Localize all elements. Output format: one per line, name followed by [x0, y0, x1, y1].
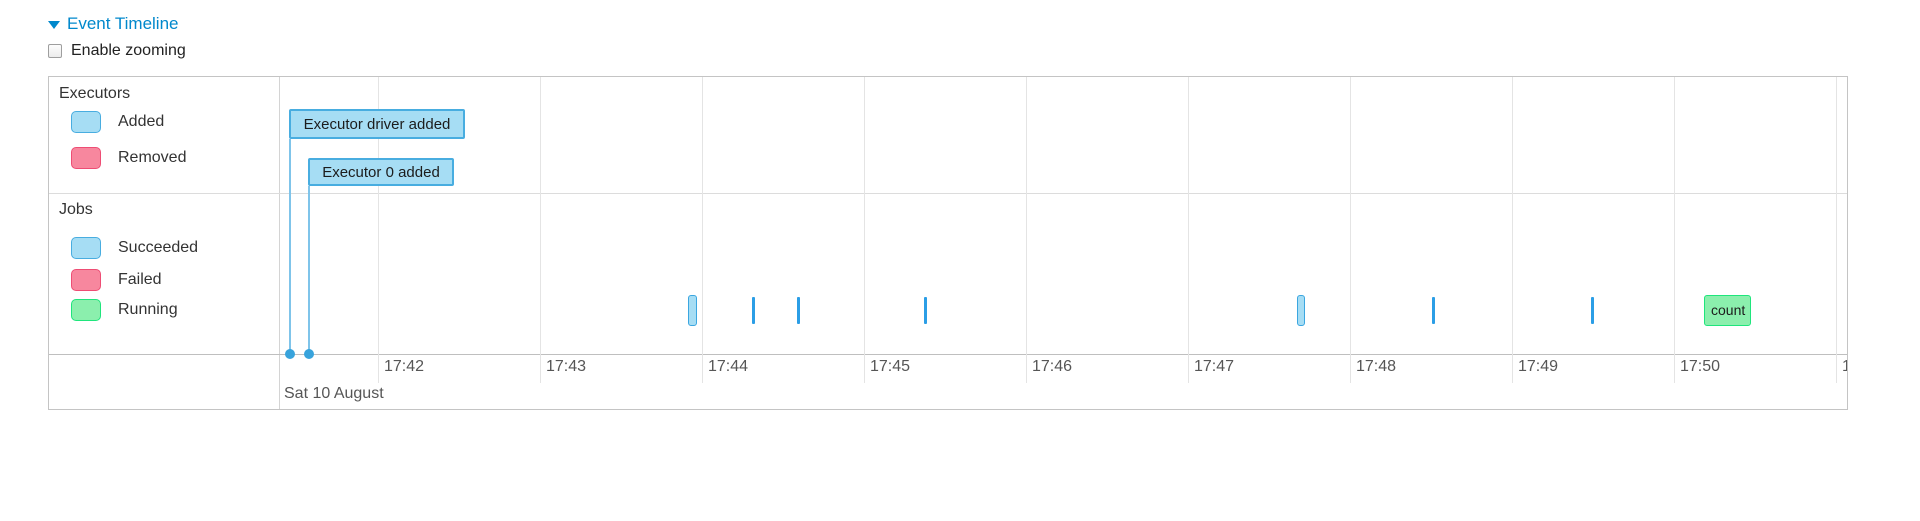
- pink-swatch-icon: [71, 147, 101, 169]
- timeline-item-job-succeeded[interactable]: [924, 297, 927, 324]
- time-gridline: [1512, 77, 1513, 383]
- axis-tick-label: 17:50: [1680, 358, 1721, 375]
- legend-item-label: Failed: [118, 271, 162, 288]
- legend-divider: [279, 77, 280, 409]
- time-gridline: [1836, 77, 1837, 383]
- time-gridline: [540, 77, 541, 383]
- timeline-item-job-succeeded[interactable]: [1591, 297, 1594, 324]
- axis-tick-label: 17:47: [1194, 358, 1235, 375]
- timeline-item-job-succeeded[interactable]: [1432, 297, 1435, 324]
- axis-tick-label: 17:43: [546, 358, 587, 375]
- time-gridline: [864, 77, 865, 383]
- legend-section-title: Jobs: [59, 201, 93, 218]
- time-gridline: [1674, 77, 1675, 383]
- legend-item-added: Added: [71, 111, 164, 133]
- legend-item-succeeded: Succeeded: [71, 237, 198, 259]
- legend-section-title: Executors: [59, 85, 131, 102]
- executors-jobs-divider: [49, 193, 1847, 194]
- timeline-item-job-succeeded[interactable]: [797, 297, 800, 324]
- time-gridline: [702, 77, 703, 383]
- timeline-item-job-succeeded[interactable]: [1297, 295, 1305, 326]
- axis-tick-label: 17:49: [1518, 358, 1559, 375]
- executor-event-dot: [285, 349, 295, 359]
- enable-zooming-checkbox[interactable]: [48, 44, 62, 58]
- axis-date-label: Sat 10 August: [284, 385, 384, 402]
- axis-tick-label: 17:42: [384, 358, 425, 375]
- executor-event-stem: [289, 139, 291, 354]
- time-gridline: [1188, 77, 1189, 383]
- legend-item-failed: Failed: [71, 269, 162, 291]
- timeline-item-executor[interactable]: Executor driver added: [289, 109, 465, 139]
- event-timeline-chart: 17:42 17:43 17:44 17:45 17:46 17:47 17:48 17:49…: [48, 76, 1848, 410]
- legend-item-removed: Removed: [71, 147, 186, 169]
- time-gridline: [1350, 77, 1351, 383]
- axis-tick-label: 17:51: [1842, 358, 1847, 376]
- axis-tick-label: 17:44: [708, 358, 749, 375]
- time-axis-line: [49, 354, 1847, 355]
- timeline-item-job-running[interactable]: count: [1704, 295, 1751, 326]
- legend-item-label: Succeeded: [118, 239, 199, 256]
- event-timeline-toggle[interactable]: Event Timeline: [48, 14, 179, 34]
- collapse-caret-icon: [48, 21, 60, 29]
- time-gridline: [378, 77, 379, 383]
- event-timeline-title: Event Timeline: [67, 14, 179, 33]
- legend-item-running: Running: [71, 299, 178, 321]
- legend-item-label: Added: [118, 113, 165, 130]
- timeline-item-job-succeeded[interactable]: [688, 295, 697, 326]
- timeline-item-job-succeeded[interactable]: [752, 297, 755, 324]
- blue-swatch-icon: [71, 111, 101, 133]
- axis-tick-label: 17:48: [1356, 358, 1397, 375]
- legend-item-label: Running: [118, 301, 178, 318]
- executor-event-stem: [308, 186, 310, 354]
- legend-item-label: Removed: [118, 149, 187, 166]
- executor-event-dot: [304, 349, 314, 359]
- blue-swatch-icon: [71, 237, 101, 259]
- enable-zooming-row: Enable zooming: [48, 42, 186, 60]
- enable-zooming-label: Enable zooming: [71, 42, 186, 59]
- axis-tick-label: 17:45: [870, 358, 911, 375]
- time-gridline: [1026, 77, 1027, 383]
- green-swatch-icon: [71, 299, 101, 321]
- pink-swatch-icon: [71, 269, 101, 291]
- axis-tick-label: 17:46: [1032, 358, 1073, 375]
- timeline-item-executor[interactable]: Executor 0 added: [308, 158, 454, 186]
